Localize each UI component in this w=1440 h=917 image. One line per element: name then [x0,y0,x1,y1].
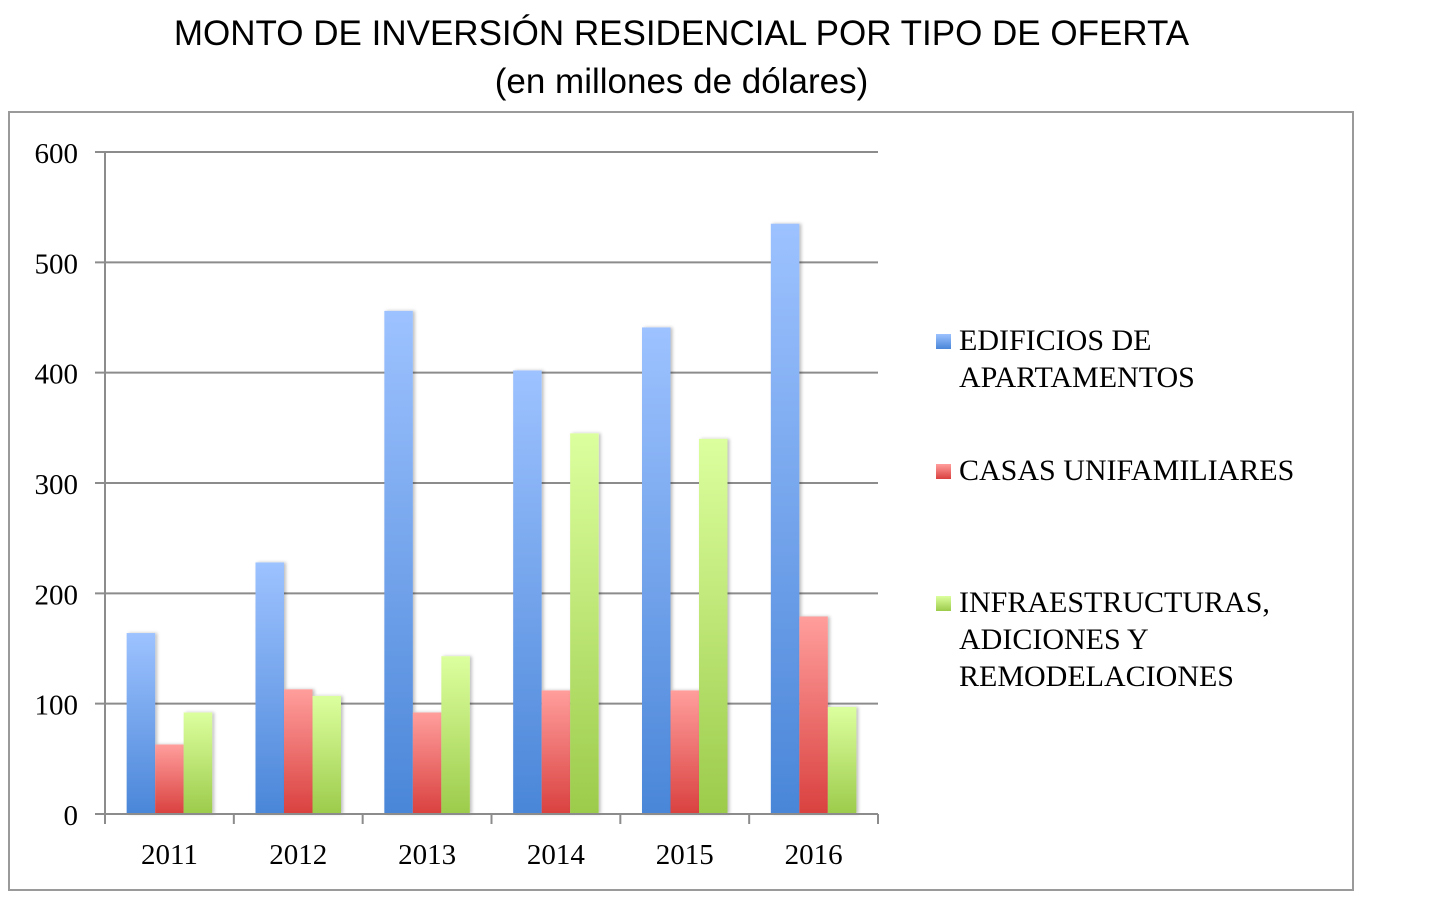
y-tick-label: 0 [64,800,79,832]
bar-2011-series-0 [126,633,156,814]
y-tick-label: 300 [35,469,79,501]
bar-2014-series-2 [570,433,599,814]
x-tick-label: 2013 [398,839,456,871]
gridlines [95,151,878,815]
y-tick-label: 400 [35,359,79,391]
bar-2013-series-2 [441,656,470,814]
x-tick-label: 2016 [785,839,843,871]
bar-2012-series-2 [312,695,341,814]
legend-swatch-red [936,464,951,479]
bar-2015-series-2 [699,438,728,814]
x-tick-label: 2014 [527,839,586,871]
bar-2013-series-0 [384,310,413,814]
bar-2012-series-1 [284,689,313,814]
y-tick-label: 600 [35,138,79,170]
legend-item-infraestructuras: INFRAESTRUCTURAS, ADICIONES Y REMODELACI… [936,584,1270,695]
bar-2016-series-2 [827,706,857,814]
bar-2012-series-0 [255,562,284,814]
bar-2016-series-1 [799,616,828,814]
legend-swatch-green [936,596,951,611]
legend-swatch-blue [936,334,951,349]
x-tick-label: 2011 [141,839,198,871]
bar-2013-series-1 [412,712,442,814]
bar-2011-series-1 [155,744,184,814]
tick-labels: 0 100 200 300 400 500 600 2011 2012 2013 2014 2015 2… [35,138,843,871]
bars [126,223,857,814]
chart-subtitle: (en millones de dólares) [494,62,869,101]
bar-2014-series-1 [541,690,571,814]
bar-2015-series-0 [642,327,671,814]
legend-label: CASAS UNIFAMILIARES [959,454,1295,487]
chart-title: MONTO DE INVERSIÓN RESIDENCIAL POR TIPO … [173,14,1190,53]
bar-2011-series-2 [183,712,213,814]
legend-label: INFRAESTRUCTURAS, ADICIONES Y REMODELACI… [959,586,1270,693]
y-tick-label: 200 [35,579,79,611]
legend-label: EDIFICIOS DE APARTAMENTOS [959,324,1195,394]
bar-2016-series-0 [770,223,800,814]
axes [95,152,879,824]
y-tick-label: 100 [35,690,79,722]
chart-frame [8,111,1354,891]
x-tick-label: 2015 [656,839,714,871]
legend-item-edificios: EDIFICIOS DE APARTAMENTOS [936,322,1195,396]
y-tick-label: 500 [35,248,79,280]
bar-2014-series-0 [513,370,542,814]
legend-item-casas: CASAS UNIFAMILIARES [936,452,1294,489]
x-tick-label: 2012 [269,839,327,871]
bar-2015-series-1 [670,690,699,814]
